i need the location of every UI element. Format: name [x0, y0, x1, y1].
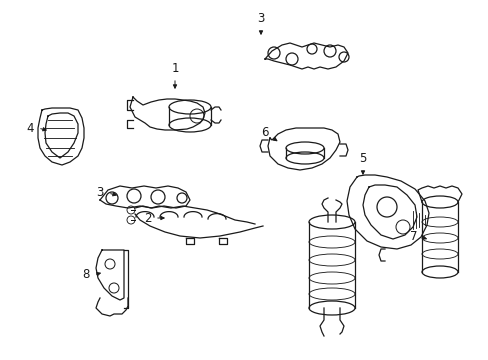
Text: 8: 8: [82, 269, 89, 282]
Text: 3: 3: [257, 12, 264, 24]
Text: 4: 4: [26, 122, 34, 135]
Text: 1: 1: [171, 62, 179, 75]
Text: 5: 5: [359, 152, 366, 165]
Text: 2: 2: [144, 211, 151, 225]
Text: 3: 3: [96, 186, 103, 199]
Text: 6: 6: [261, 126, 268, 139]
Text: 7: 7: [409, 230, 417, 243]
